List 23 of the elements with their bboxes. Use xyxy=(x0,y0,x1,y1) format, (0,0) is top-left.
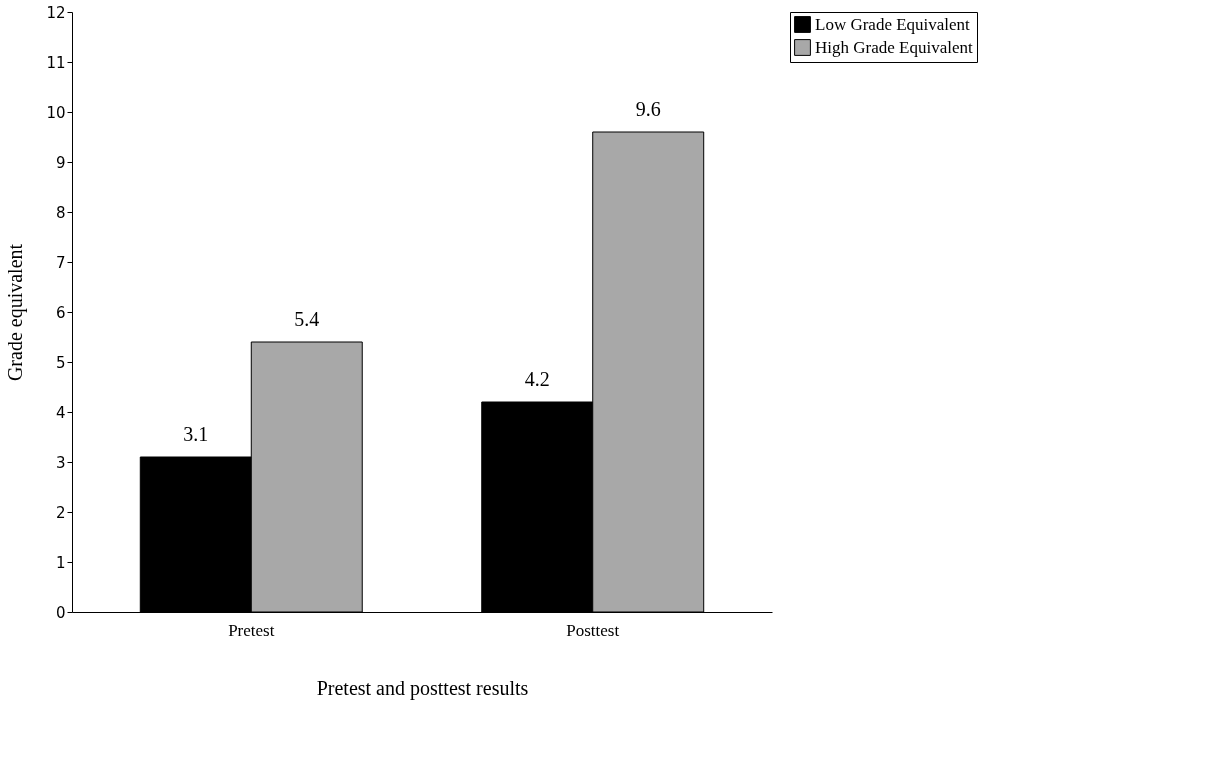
y-tick-label: 3 xyxy=(55,453,66,472)
y-tick-label: 6 xyxy=(55,303,66,322)
x-axis-title: Pretest and posttest results xyxy=(316,676,529,700)
data-label: 4.2 xyxy=(524,368,550,390)
y-tick-label: 5 xyxy=(55,353,66,372)
legend-label: Low Grade Equivalent xyxy=(815,14,971,34)
data-label: 9.6 xyxy=(635,98,661,120)
y-tick-label: 0 xyxy=(55,603,66,622)
y-tick-label: 8 xyxy=(55,203,66,222)
y-tick-label: 4 xyxy=(55,403,66,422)
y-tick-label: 7 xyxy=(55,253,66,272)
y-tick-label: 1 xyxy=(55,553,66,572)
x-tick-label: Posttest xyxy=(566,620,620,640)
y-tick-label: 2 xyxy=(55,503,66,522)
data-label: 3.1 xyxy=(183,423,209,445)
y-tick-label: 12 xyxy=(46,3,66,22)
data-label: 5.4 xyxy=(294,308,320,330)
y-tick-label: 10 xyxy=(46,103,66,122)
y-axis-title: Grade equivalent xyxy=(4,243,28,382)
legend-label: High Grade Equivalent xyxy=(815,37,973,57)
x-tick-label: Pretest xyxy=(228,620,275,640)
y-tick-label: 11 xyxy=(46,53,66,72)
y-tick-label: 9 xyxy=(55,153,66,172)
